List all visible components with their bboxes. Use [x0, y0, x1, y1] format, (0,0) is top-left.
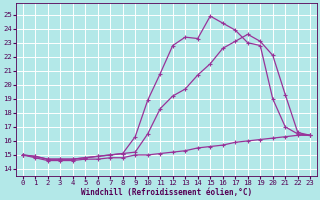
- X-axis label: Windchill (Refroidissement éolien,°C): Windchill (Refroidissement éolien,°C): [81, 188, 252, 197]
